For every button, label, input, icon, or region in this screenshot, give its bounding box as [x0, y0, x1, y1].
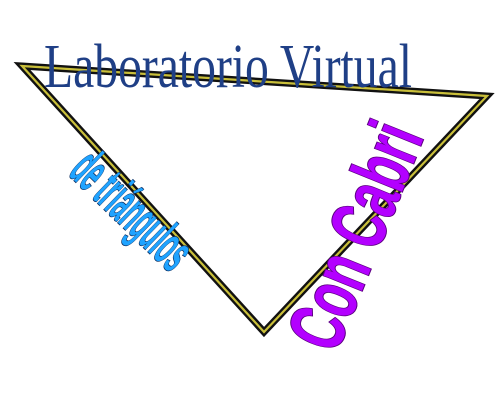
subtitle-group: de triángulos: [58, 136, 207, 283]
tagline-group: Con Cabri: [270, 109, 441, 362]
tagline-text: Con Cabri: [271, 110, 440, 362]
triangle-inner-stroke: [19, 64, 490, 334]
triangle-outline: [13, 61, 495, 338]
subtitle-text: de triángulos: [59, 137, 206, 283]
title-text: Laboratorio Virtual: [44, 33, 412, 101]
